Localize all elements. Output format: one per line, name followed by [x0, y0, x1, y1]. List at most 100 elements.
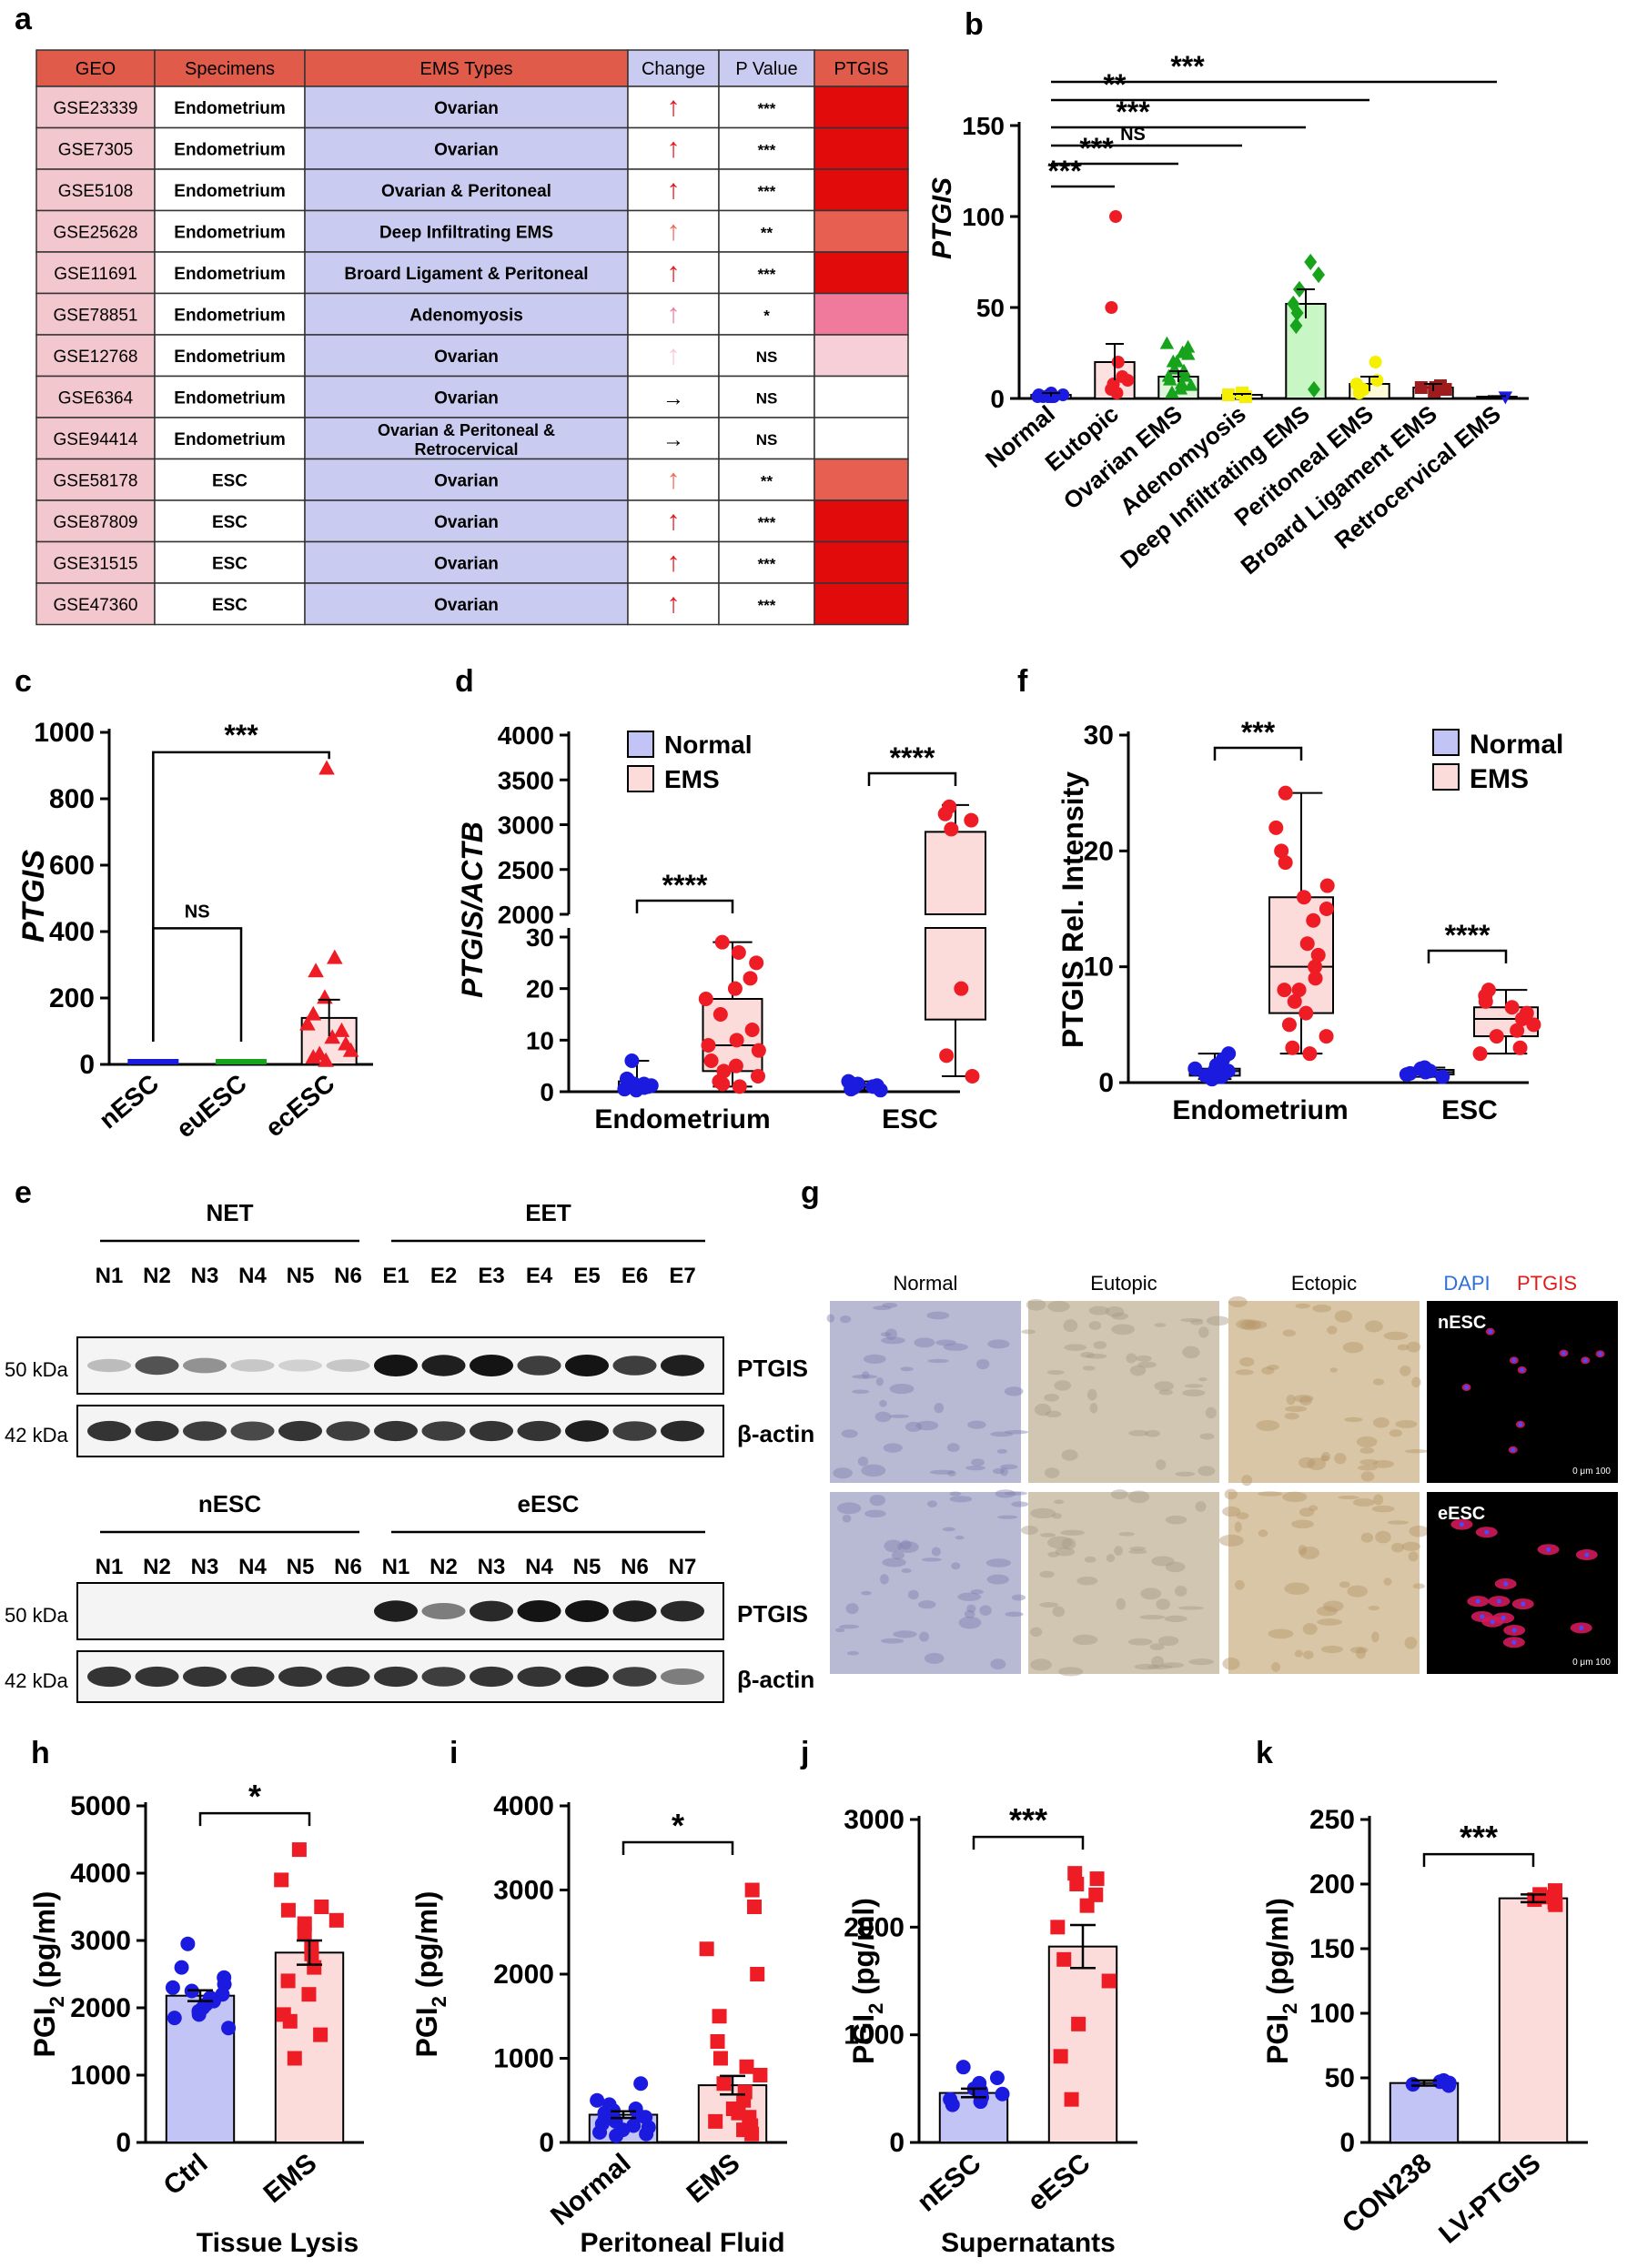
panel-label-j: j [800, 1736, 809, 1770]
data-point [1548, 1897, 1563, 1912]
table-cell [814, 168, 909, 212]
tissue-texture [966, 1604, 976, 1613]
significance-label: NS [1120, 125, 1146, 145]
change-arrow: ↑ [667, 464, 681, 494]
tissue-texture [1151, 1656, 1164, 1668]
tissue-texture [1126, 1353, 1137, 1364]
data-point [305, 1049, 322, 1064]
data-point [939, 1048, 955, 1063]
table-cell [814, 251, 909, 295]
tissue-texture [1060, 1529, 1085, 1536]
tissue-texture [1020, 1526, 1038, 1535]
tissue-texture [1271, 1661, 1281, 1672]
tissue-texture [1047, 1536, 1073, 1549]
x-tick-label: nESC [912, 2148, 987, 2218]
tissue-texture [1404, 1637, 1418, 1649]
tissue-texture [1322, 1600, 1344, 1612]
y-axis-title: PTGIS/ACTB [456, 822, 489, 998]
data-point [1050, 1920, 1066, 1935]
table-cell [814, 334, 909, 378]
data-point [1161, 368, 1177, 382]
tissue-texture [1352, 1498, 1375, 1507]
tissue-texture [1261, 1366, 1275, 1375]
p-value: NS [756, 389, 778, 407]
tissue-texture [1136, 1355, 1152, 1362]
geo-id: GSE6364 [58, 388, 134, 408]
data-point [1089, 1871, 1105, 1887]
data-point [1111, 356, 1125, 368]
if-sample-label: eESC [1438, 1504, 1485, 1524]
data-point [1308, 971, 1323, 986]
table-cell [35, 417, 156, 460]
y-axis-title-main: PGI [847, 2014, 880, 2064]
tissue-texture [1302, 1623, 1318, 1635]
tissue-texture [882, 1557, 906, 1567]
tissue-texture [1021, 1329, 1036, 1335]
data-point [291, 1842, 307, 1858]
tissue-texture [1383, 1578, 1392, 1586]
tissue-texture [947, 1470, 956, 1477]
data-point [1297, 890, 1312, 905]
blot-band [374, 1355, 418, 1376]
tissue-texture [1299, 1507, 1315, 1517]
data-point [1278, 785, 1293, 801]
lane-label: N7 [669, 1555, 697, 1579]
y-tick-label: 3000 [70, 1926, 131, 1956]
if-nucleus [1490, 1619, 1495, 1625]
table-cell [154, 375, 306, 418]
tissue-texture [1372, 1459, 1394, 1468]
tissue-texture [839, 1624, 860, 1629]
data-point [727, 981, 743, 996]
tissue-texture [915, 1420, 939, 1431]
data-point [749, 955, 764, 971]
tissue-texture [857, 1457, 869, 1467]
tissue-texture [1044, 1394, 1059, 1402]
p-value: NS [756, 348, 778, 366]
tissue-texture [1411, 1376, 1421, 1388]
data-point [1304, 253, 1318, 271]
blot-band [135, 1420, 179, 1442]
blot-group-label: EET [525, 1199, 571, 1226]
blot-band [470, 1355, 513, 1376]
significance-bracket [152, 927, 243, 1042]
tissue-texture [907, 1589, 919, 1600]
data-point [1405, 2077, 1420, 2092]
data-point [732, 1079, 747, 1094]
y-tick-label: 200 [1309, 1870, 1355, 1900]
ems-type: Adenomyosis [409, 306, 523, 325]
y-axis-title: PGI2 (pg/ml) [847, 1898, 887, 2064]
tissue-texture [1084, 1556, 1096, 1563]
tissue-texture [1360, 1471, 1375, 1482]
data-point [703, 1053, 719, 1068]
panel-g-micrographs: Normal Eutopic Ectopic DAPI PTGIS nESC 0 μm 10… [826, 1272, 1618, 1677]
data-point [1079, 1898, 1095, 1913]
x-axis-title: Peritoneal Fluid [580, 2228, 784, 2258]
legend-label: EMS [664, 765, 720, 793]
significance-bracket [972, 1835, 1085, 1850]
y-tick-label: 3000 [493, 1876, 554, 1906]
tissue-texture [1291, 1519, 1314, 1529]
tissue-texture [1137, 1361, 1157, 1368]
tissue-texture [891, 1550, 905, 1560]
tissue-texture [1383, 1331, 1409, 1341]
tissue-texture [842, 1514, 852, 1523]
tissue-texture [875, 1377, 884, 1386]
tissue-texture [1307, 1457, 1327, 1470]
data-point [955, 2060, 971, 2075]
data-point [629, 1083, 644, 1098]
y-tick-label: 20 [526, 975, 554, 1003]
change-arrow: ↑ [667, 92, 681, 122]
tissue-texture [900, 1539, 912, 1550]
tissue-texture [1401, 1541, 1420, 1551]
tissue-texture [1088, 1305, 1110, 1315]
panel-label-c: c [15, 664, 32, 699]
tissue-texture [1228, 1295, 1248, 1308]
y-axis-title-sub: 2 [1278, 2003, 1301, 2014]
tissue-texture [881, 1638, 904, 1644]
tissue-texture [1267, 1365, 1279, 1370]
tissue-texture [884, 1539, 903, 1553]
geo-id: GSE58178 [54, 471, 138, 490]
x-tick-label: CON238 [1337, 2148, 1438, 2239]
geo-id: GSE47360 [54, 596, 138, 615]
